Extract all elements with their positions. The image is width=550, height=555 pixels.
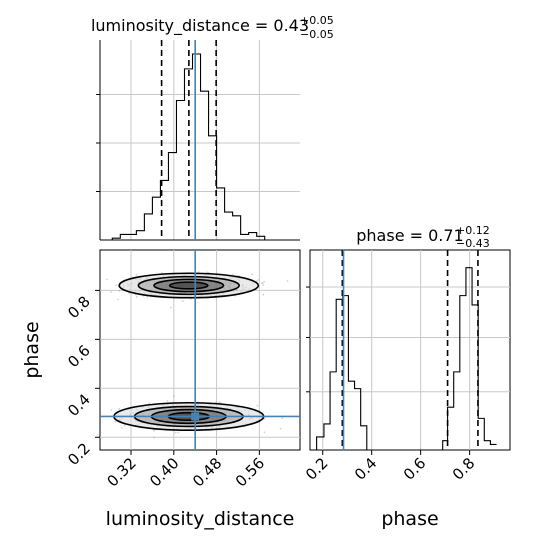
- x-tick-label-distance-1: 0.40: [146, 454, 182, 490]
- scatter-point: [117, 298, 119, 301]
- scatter-point: [261, 282, 263, 284]
- scatter-point: [218, 401, 220, 403]
- luminosity-distance-title: luminosity_distance = 0.43: [91, 16, 309, 36]
- scatter-point: [279, 427, 282, 430]
- density-contour-1-3: [118, 272, 260, 299]
- scatter-point: [281, 417, 284, 420]
- scatter-point: [118, 290, 121, 292]
- scatter-point: [166, 400, 169, 402]
- density-contour-1-0: [168, 281, 209, 290]
- y-tick-label-phase-3: 0.8: [64, 292, 94, 322]
- scatter-point: [231, 273, 234, 276]
- x-tick-label-distance-2: 0.48: [189, 454, 225, 490]
- phase-title: phase = 0.71: [356, 226, 463, 245]
- scatter-point: [181, 300, 184, 303]
- scatter-point: [257, 279, 260, 281]
- y-axis-title-phase: phase: [21, 321, 43, 378]
- scatter-point: [256, 404, 259, 407]
- scatter-point: [118, 407, 121, 410]
- scatter-point: [153, 429, 155, 432]
- x-tick-label-distance-3: 0.56: [232, 454, 268, 490]
- x-tick-label-phase-3: 0.8: [449, 454, 479, 484]
- scatter-point: [261, 282, 264, 285]
- joint-distribution-panel: [99, 249, 301, 451]
- scatter-point: [110, 291, 113, 293]
- phase-histogram-line: [310, 267, 497, 451]
- scatter-point: [262, 284, 265, 286]
- scatter-point: [197, 271, 200, 273]
- scatter-point: [110, 409, 113, 411]
- scatter-point: [146, 295, 149, 298]
- density-contour-1-1: [153, 278, 225, 293]
- phase-histogram-panel: [309, 249, 511, 451]
- luminosity-distance-title-minus: −0.05: [300, 28, 334, 41]
- scatter-point: [177, 431, 180, 434]
- scatter-point: [106, 278, 108, 281]
- x-axis-title-phase: phase: [381, 508, 438, 530]
- scatter-point: [123, 424, 126, 427]
- phase-title-plus: +0.12: [456, 224, 490, 237]
- y-tick-label-phase-0: 0.2: [64, 439, 94, 469]
- scatter-point: [173, 395, 176, 398]
- scatter-point: [263, 431, 266, 434]
- scatter-point: [135, 296, 138, 298]
- scatter-point: [148, 402, 151, 404]
- x-tick-label-phase-1: 0.4: [351, 454, 381, 484]
- y-tick-label-phase-2: 0.6: [64, 341, 94, 371]
- scatter-point: [262, 293, 265, 296]
- truth-marker: [191, 412, 200, 421]
- scatter-point: [251, 273, 254, 276]
- scatter-point: [153, 436, 156, 439]
- scatter-point: [286, 280, 289, 282]
- scatter-point: [215, 401, 217, 404]
- scatter-point: [114, 420, 117, 423]
- x-tick-label-phase-2: 0.6: [400, 454, 430, 484]
- luminosity-distance-histogram-line: [104, 53, 273, 241]
- x-tick-label-phase-0: 0.2: [302, 454, 332, 484]
- scatter-point: [115, 284, 118, 286]
- scatter-point: [128, 292, 131, 295]
- scatter-point: [120, 427, 123, 429]
- scatter-point: [263, 280, 265, 283]
- luminosity-distance-title-plus: +0.05: [300, 14, 334, 27]
- scatter-point: [237, 274, 240, 277]
- x-axis-title-luminosity-distance: luminosity_distance: [106, 508, 295, 530]
- scatter-point: [174, 431, 177, 434]
- scatter-point: [263, 418, 266, 420]
- x-tick-label-distance-0: 0.32: [103, 454, 139, 490]
- density-fill-1-3: [169, 282, 208, 289]
- density-contour-1-2: [137, 275, 240, 296]
- y-tick-label-phase-1: 0.4: [64, 390, 94, 420]
- phase-title-minus: −0.43: [456, 237, 490, 250]
- scatter-point: [135, 274, 138, 276]
- scatter-point: [169, 306, 172, 309]
